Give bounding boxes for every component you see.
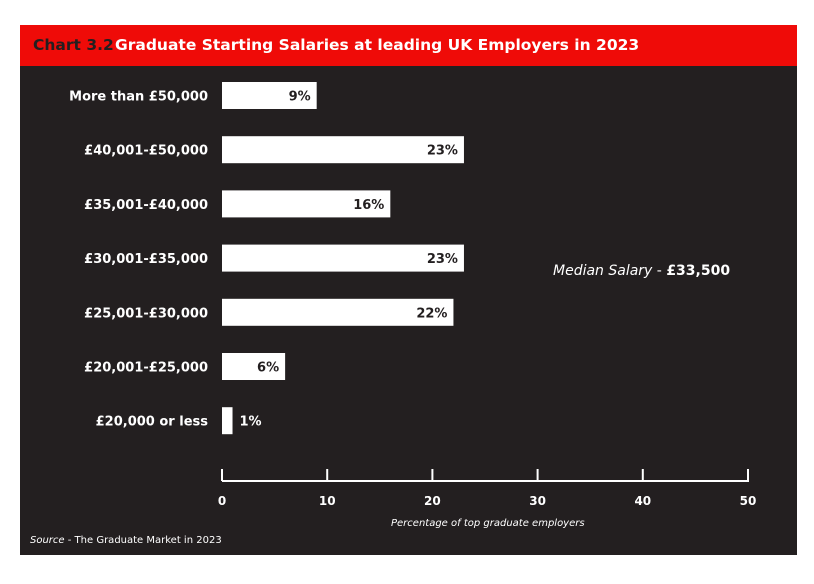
bar [222, 190, 391, 218]
median-salary-value: £33,500 [666, 263, 731, 279]
chart-header: Chart 3.2 Graduate Starting Salaries at … [20, 25, 797, 66]
median-salary-annotation: Median Salary - £33,500 [553, 263, 730, 279]
chart-number: Chart 3.2 [33, 36, 114, 54]
category-label: £20,000 or less [96, 415, 209, 430]
x-tick-label: 20 [424, 494, 441, 508]
data-label: 23% [427, 252, 458, 267]
median-salary-label: Median Salary [553, 263, 653, 279]
data-label: 1% [240, 415, 262, 430]
x-axis-title: Percentage of top graduate employers [391, 518, 585, 529]
category-label: £40,001-£50,000 [84, 144, 208, 159]
bar [222, 353, 286, 380]
category-label: £35,001-£40,000 [84, 198, 208, 213]
bar [222, 136, 464, 164]
median-salary-separator: - [652, 263, 667, 279]
x-tick-label: 0 [218, 494, 226, 508]
source-label: Source [30, 535, 65, 546]
bar [222, 244, 464, 272]
data-label: 16% [353, 198, 384, 213]
data-label: 6% [257, 361, 279, 376]
x-tick-label: 40 [634, 494, 651, 508]
chart-title: Graduate Starting Salaries at leading UK… [115, 36, 640, 54]
bar-chart: More than £50,000 9% £40,001-£50,000 23% £35… [69, 82, 757, 508]
data-label: 23% [427, 144, 458, 159]
x-tick-label: 30 [529, 494, 546, 508]
category-label: £20,001-£25,000 [84, 361, 208, 376]
bar [222, 407, 233, 435]
data-label: 9% [289, 90, 311, 105]
bar [222, 298, 454, 326]
source-note: Source - The Graduate Market in 2023 [30, 535, 222, 546]
category-label: £25,001-£30,000 [84, 306, 208, 321]
x-tick-label: 10 [319, 494, 336, 508]
source-separator: - [64, 535, 75, 546]
x-tick-label: 50 [740, 494, 757, 508]
bar [222, 82, 317, 109]
data-label: 22% [416, 306, 447, 321]
category-label: More than £50,000 [69, 90, 208, 105]
source-text: The Graduate Market in 2023 [74, 535, 222, 546]
chart-card: Chart 3.2 Graduate Starting Salaries at … [20, 25, 797, 555]
category-label: £30,001-£35,000 [84, 252, 208, 267]
